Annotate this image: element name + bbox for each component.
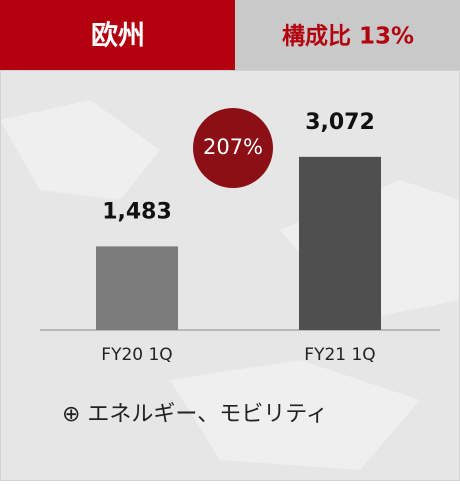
growth-label: 207% <box>203 135 263 159</box>
chart-subtitle: 構成比 13% <box>282 24 414 50</box>
bar <box>299 156 381 330</box>
map-shape <box>0 100 460 470</box>
x-tick-label: FY21 1Q <box>304 345 375 365</box>
chart-title: 欧州 <box>91 21 145 52</box>
value-label: 3,072 <box>305 110 375 135</box>
value-label: 1,483 <box>102 199 172 224</box>
header-share <box>235 0 460 70</box>
header-region <box>0 0 235 70</box>
note: ⊕ エネルギー、モビリティ <box>62 402 328 427</box>
bar <box>96 246 178 330</box>
growth-badge <box>193 108 273 188</box>
x-tick-label: FY20 1Q <box>101 345 172 365</box>
